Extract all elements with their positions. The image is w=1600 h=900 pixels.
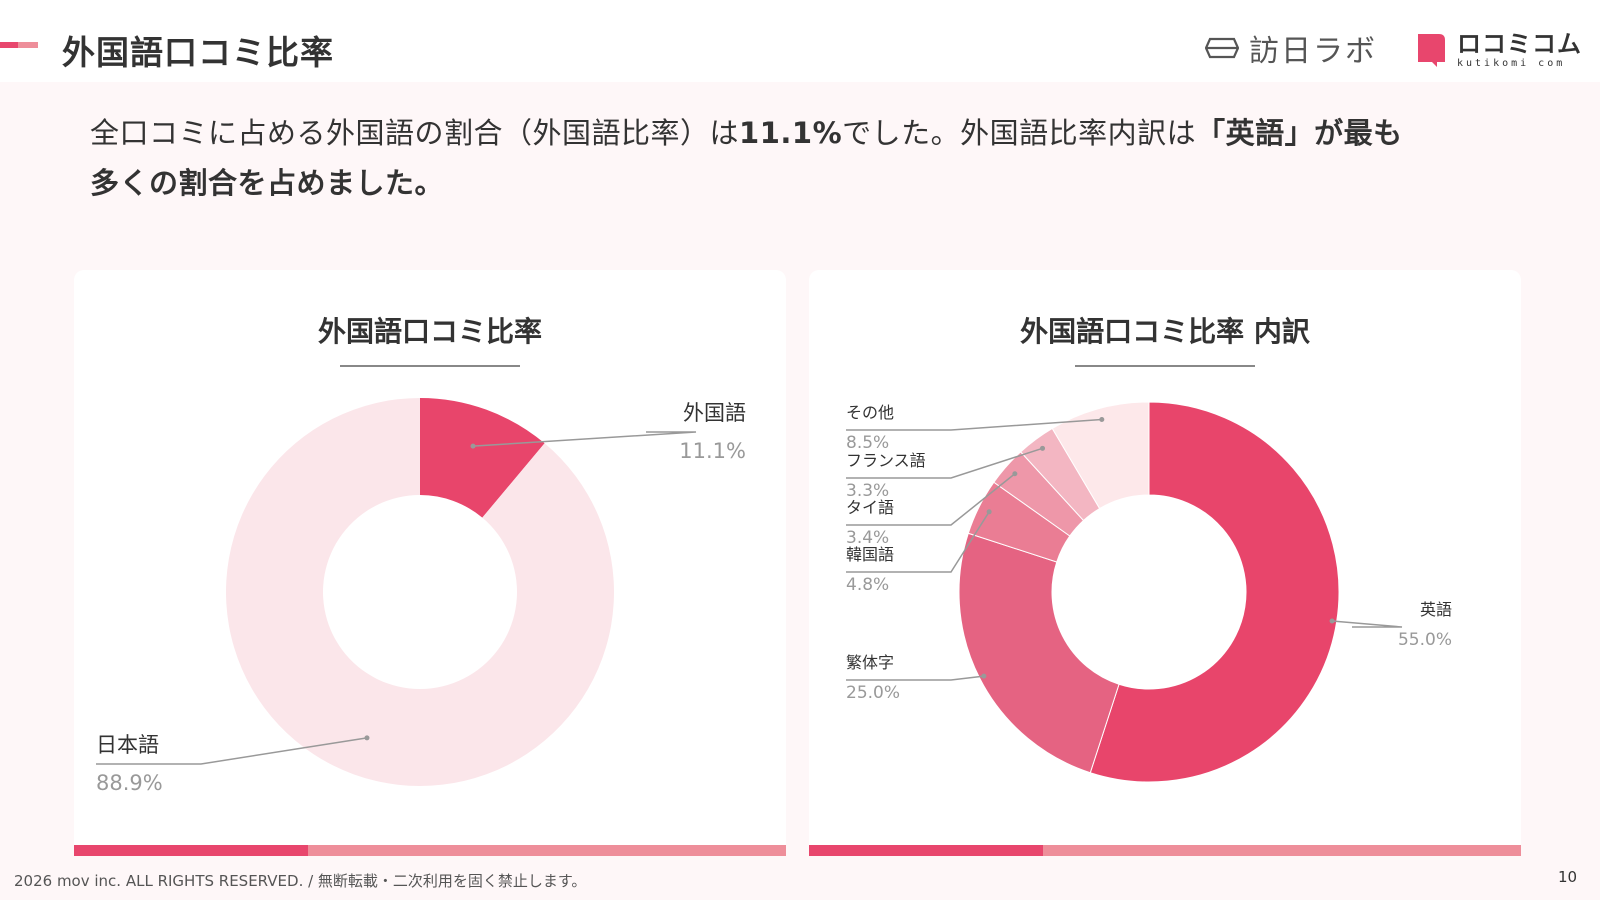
slice-label: 英語: [1420, 600, 1452, 619]
leader-line: [96, 737, 368, 765]
leader-dot: [1012, 471, 1018, 477]
slice-label: 繁体字: [846, 653, 894, 672]
slice-label: 外国語: [683, 401, 746, 425]
chart-card-breakdown: 外国語口コミ比率 内訳 英語 55.0% 繁体字 25.0% 韓国語 4.8% タイ語 3.4…: [809, 270, 1521, 856]
logo-kutikomi-text: ロコミコム: [1457, 29, 1582, 58]
slice-value-label: 3.4%: [846, 528, 889, 548]
donut-chart-breakdown: 英語 55.0% 繁体字 25.0% 韓国語 4.8% タイ語 3.4% フランス語 3.3% その…: [846, 401, 1452, 783]
donut-slice-0: [1089, 401, 1340, 783]
page-title: 外国語口コミ比率: [62, 33, 334, 72]
footer-copyright: 2026 mov inc. ALL RIGHTS RESERVED. / 無断転…: [14, 872, 587, 890]
logo-kutikomi: ロコミコム kutikomi com: [1415, 28, 1582, 72]
header-accent-bar: [0, 42, 38, 48]
leader-line: [846, 675, 984, 681]
leader-line: [846, 473, 1016, 526]
leader-dot: [470, 443, 476, 449]
lead-part1: 全口コミに占める外国語の割合（外国語比率）は: [90, 116, 740, 150]
slice-value-label: 55.0%: [1398, 630, 1452, 650]
card-footer-bar: [809, 845, 1521, 856]
chart-title: 外国語口コミ比率 内訳: [1020, 315, 1310, 348]
chart-title: 外国語口コミ比率: [317, 315, 542, 348]
leader-line: [846, 418, 1102, 431]
logo-kutikomi-subtext: kutikomi com: [1457, 57, 1566, 69]
leader-line: [846, 447, 1043, 479]
slice-value-label: 8.5%: [846, 433, 889, 453]
page-number: 10: [1558, 868, 1578, 886]
lead-highlight-rate: 11.1%: [739, 116, 843, 150]
slice-label: その他: [846, 403, 894, 422]
slice-value-label: 25.0%: [846, 683, 900, 703]
leader-dot: [1329, 618, 1335, 624]
leader-dot: [1099, 416, 1105, 422]
lead-part3: でした。外国語比率内訳は: [842, 116, 1197, 150]
leader-dot: [986, 509, 992, 515]
lead-text: 全口コミに占める外国語の割合（外国語比率）は11.1%でした。外国語比率内訳は「…: [90, 108, 1510, 208]
leader-line: [846, 511, 990, 573]
logo-houn: 訪日ラボ: [1205, 28, 1377, 69]
slice-label: タイ語: [846, 498, 894, 517]
chart-card-foreign-ratio: 外国語口コミ比率 外国語 11.1% 日本語 88.9%: [74, 270, 786, 856]
logo-houn-text: 訪日ラボ: [1249, 34, 1377, 69]
leader-line: [472, 431, 697, 447]
lead-highlight-english: 「英語」が最も: [1196, 116, 1403, 150]
slice-value-label: 88.9%: [96, 771, 163, 795]
slice-value-label: 4.8%: [846, 575, 889, 595]
donut-slice-1: [225, 398, 614, 787]
lead-highlight-share: 多くの割合を占めました。: [90, 166, 445, 200]
header: 外国語口コミ比率 訪日ラボ ロコミコム kutikomi com: [0, 0, 1600, 82]
donut-slice-0: [420, 398, 545, 518]
leader-dot: [1040, 445, 1046, 451]
donut-slice-5: [1051, 401, 1150, 510]
slice-label: 韓国語: [846, 545, 894, 564]
houn-logo-icon: [1205, 37, 1239, 59]
slice-label: フランス語: [846, 451, 926, 470]
leader-dot: [981, 673, 987, 679]
kutikomi-logo-icon: [1418, 34, 1445, 67]
donut-slice-1: [958, 532, 1120, 774]
chart-title-underline: [340, 365, 520, 367]
chart-title-underline: [1075, 365, 1255, 367]
donut-chart-foreign-ratio: 外国語 11.1% 日本語 88.9%: [96, 398, 746, 795]
leader-dot: [364, 735, 370, 741]
card-footer-bar: [74, 845, 786, 856]
slice-label: 日本語: [96, 733, 159, 757]
slice-value-label: 11.1%: [679, 439, 746, 463]
leader-line: [1332, 620, 1403, 628]
slice-value-label: 3.3%: [846, 481, 889, 501]
